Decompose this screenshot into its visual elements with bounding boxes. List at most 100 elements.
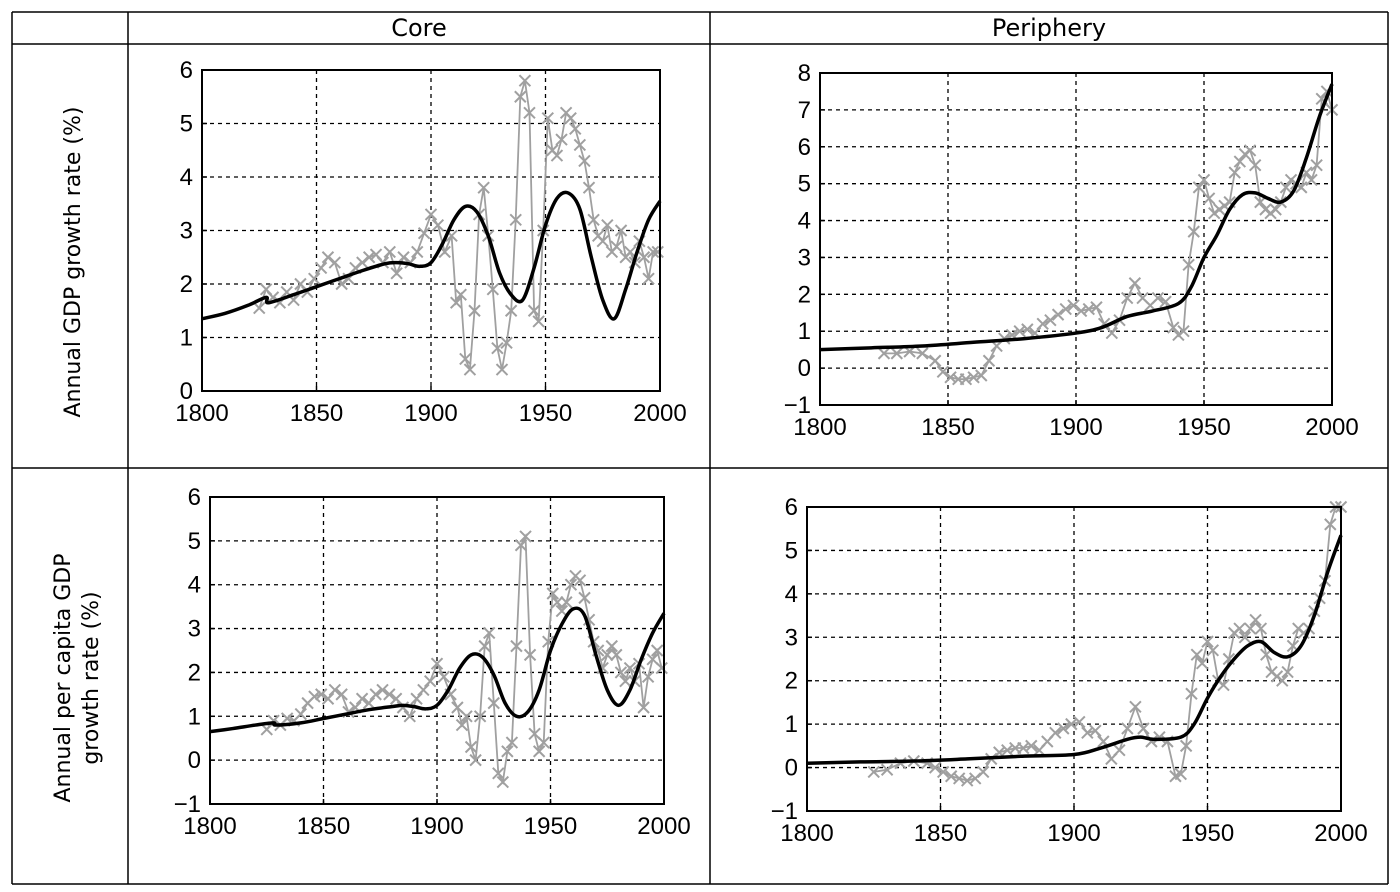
y-tick-label: −1 xyxy=(174,791,201,818)
data-point-marker xyxy=(1113,743,1126,757)
y-tick-label: 3 xyxy=(785,624,798,651)
y-tick-label: 8 xyxy=(798,60,811,87)
data-point-marker xyxy=(403,710,416,723)
data-point-marker xyxy=(623,661,637,675)
data-point-marker xyxy=(455,718,469,732)
data-point-marker xyxy=(601,648,614,662)
data-point-marker xyxy=(1013,325,1026,338)
data-point-marker xyxy=(982,354,996,367)
y-tick-label: −1 xyxy=(784,392,811,419)
x-tick-label: 2000 xyxy=(637,813,690,840)
data-point-marker xyxy=(495,363,509,376)
data-point-marker xyxy=(977,765,990,779)
y-tick-label: 1 xyxy=(798,318,811,345)
data-point-marker xyxy=(1284,173,1298,187)
data-point-marker xyxy=(637,701,650,714)
data-point-marker xyxy=(564,111,577,125)
data-point-marker xyxy=(424,208,438,221)
data-point-marker xyxy=(1089,724,1102,737)
data-point-marker xyxy=(308,690,321,703)
data-point-marker xyxy=(1081,726,1094,740)
data-point-marker xyxy=(564,578,578,591)
data-point-marker xyxy=(1025,739,1038,753)
y-tick-label: 0 xyxy=(180,378,193,405)
data-point-marker xyxy=(1174,767,1188,781)
data-point-marker xyxy=(959,372,973,386)
row-label-per-capita-growth: Annual per capita GDP growth rate (%) xyxy=(50,468,110,888)
trend-series-line xyxy=(819,83,1334,352)
data-point-marker xyxy=(505,736,519,749)
data-point-marker xyxy=(1182,258,1195,272)
data-point-marker xyxy=(459,352,472,366)
x-tick-label: 1800 xyxy=(780,820,833,847)
data-point-marker xyxy=(417,226,431,240)
data-point-marker xyxy=(1057,722,1070,735)
y-tick-label: 1 xyxy=(188,703,201,730)
data-point-marker xyxy=(460,710,473,723)
data-point-marker xyxy=(1082,302,1096,316)
data-point-marker xyxy=(573,574,587,587)
data-point-marker xyxy=(1197,173,1211,187)
data-point-marker xyxy=(1167,321,1180,334)
data-point-marker xyxy=(578,154,591,168)
data-point-marker xyxy=(1074,304,1088,318)
y-tick-label: 1 xyxy=(180,325,193,352)
data-point-marker xyxy=(1001,743,1014,757)
data-point-marker xyxy=(655,661,668,675)
data-point-marker xyxy=(260,723,273,736)
data-point-marker xyxy=(496,775,510,789)
x-tick-label: 1850 xyxy=(914,820,967,847)
trend-series-line xyxy=(209,606,666,734)
y-tick-label: 6 xyxy=(188,484,201,511)
y-tick-label: 4 xyxy=(188,572,201,599)
y-tick-label: 2 xyxy=(180,271,193,298)
data-point-marker xyxy=(356,256,369,269)
data-point-marker xyxy=(1192,181,1206,194)
data-point-marker xyxy=(321,692,335,705)
data-point-marker xyxy=(468,304,481,317)
data-point-marker xyxy=(960,774,974,787)
chart-periphery-gdp: 1800 1850 1900 1950 2000 −1 0 1 2 3 4 5 6 7 8 xyxy=(784,60,1359,441)
data-point-marker xyxy=(546,587,559,600)
data-point-marker xyxy=(610,240,623,253)
data-point-marker xyxy=(514,90,527,103)
data-point-marker xyxy=(1238,147,1252,161)
data-point-marker xyxy=(1233,622,1246,635)
data-point-marker xyxy=(308,272,321,285)
y-tick-label: 5 xyxy=(798,171,811,198)
data-point-marker xyxy=(1201,635,1214,648)
data-point-marker xyxy=(1120,291,1134,305)
data-point-marker xyxy=(477,181,490,194)
x-tick-label: 1900 xyxy=(1049,414,1102,441)
data-point-marker xyxy=(1137,722,1150,735)
data-point-marker xyxy=(514,539,528,552)
x-tick-label: 1900 xyxy=(404,400,457,427)
x-tick-label: 1950 xyxy=(1181,820,1234,847)
data-point-marker xyxy=(328,683,342,697)
x-tick-label: 2000 xyxy=(633,400,686,427)
data-point-marker xyxy=(315,688,328,701)
data-point-marker xyxy=(1195,657,1209,670)
data-point-marker xyxy=(1044,313,1057,327)
y-tick-label: 0 xyxy=(188,747,201,774)
data-point-marker xyxy=(523,106,536,120)
y-tick-label: 5 xyxy=(188,528,201,555)
data-point-marker xyxy=(423,674,437,688)
data-point-marker xyxy=(486,283,500,296)
data-point-marker xyxy=(642,272,655,285)
data-point-marker xyxy=(1172,328,1185,342)
data-point-marker xyxy=(582,181,596,194)
data-point-marker xyxy=(437,670,451,684)
data-point-marker xyxy=(1228,166,1241,179)
data-point-marker xyxy=(454,288,467,301)
data-point-marker xyxy=(867,765,880,779)
data-point-marker xyxy=(518,74,532,87)
data-point-marker xyxy=(1305,173,1318,187)
data-point-marker xyxy=(1206,644,1220,657)
data-point-marker xyxy=(469,753,482,767)
data-point-marker xyxy=(504,304,518,317)
data-point-marker xyxy=(376,683,389,697)
chart-core-gdp: 1800 1850 1900 1950 2000 0 1 2 3 4 5 6 xyxy=(175,57,686,427)
data-point-marker xyxy=(1244,622,1257,635)
y-tick-label: 2 xyxy=(785,668,798,695)
